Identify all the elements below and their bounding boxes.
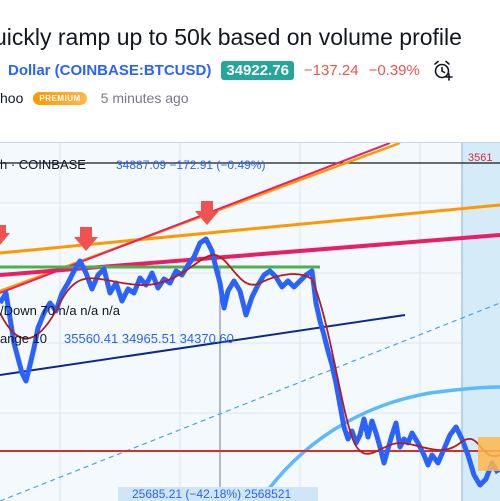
sell-signal-markers <box>0 201 219 251</box>
volume-profile-curve <box>258 385 500 501</box>
chart-legend-symbol: h · COINBASE <box>0 157 86 172</box>
symbol-link[interactable]: Dollar (COINBASE:BTCUSD) <box>8 61 212 79</box>
author-name[interactable]: hoo <box>0 90 24 106</box>
price-change-percent: −0.39% <box>368 61 420 79</box>
down-arrow-icon <box>0 225 10 245</box>
measure-label-bg <box>118 487 318 501</box>
indicator-range-label: ange 10 <box>0 331 47 346</box>
author-row: hoo PREMIUM 5 minutes ago <box>0 89 189 107</box>
navy-lower-trendline <box>0 314 406 376</box>
chart-canvas[interactable] <box>0 143 500 501</box>
chart-area[interactable]: h · COINBASE 34887.09 −172.91 (−0.49%) 3… <box>0 142 500 501</box>
down-arrow-icon <box>195 201 219 225</box>
premium-badge: PREMIUM <box>33 91 87 105</box>
chart-legend-values: 34887.09 −172.91 (−0.49%) <box>116 158 266 172</box>
idea-title: uickly ramp up to 50k based on volume pr… <box>0 24 462 50</box>
symbol-bar: Dollar (COINBASE:BTCUSD) 34922.76 −137.2… <box>8 59 454 81</box>
price-change: −137.24 <box>303 61 359 79</box>
publish-time: 5 minutes ago <box>100 90 189 106</box>
moving-average-line <box>0 254 500 458</box>
price-scale-marker <box>478 437 500 471</box>
indicator-updown-legend: /Down 70 n/a n/a n/a <box>0 303 120 318</box>
measure-label: 25685.21 (−42.18%) 2568521 <box>132 487 292 501</box>
indicator-range-values: 35560.41 34965.51 34370.60 <box>64 331 234 346</box>
last-price-badge: 34922.76 <box>221 60 294 80</box>
down-arrow-icon <box>74 227 98 251</box>
alarm-clock-add-icon[interactable] <box>432 59 454 81</box>
orange-channel-line <box>0 203 500 255</box>
right-price-label: 3561 <box>468 152 493 164</box>
